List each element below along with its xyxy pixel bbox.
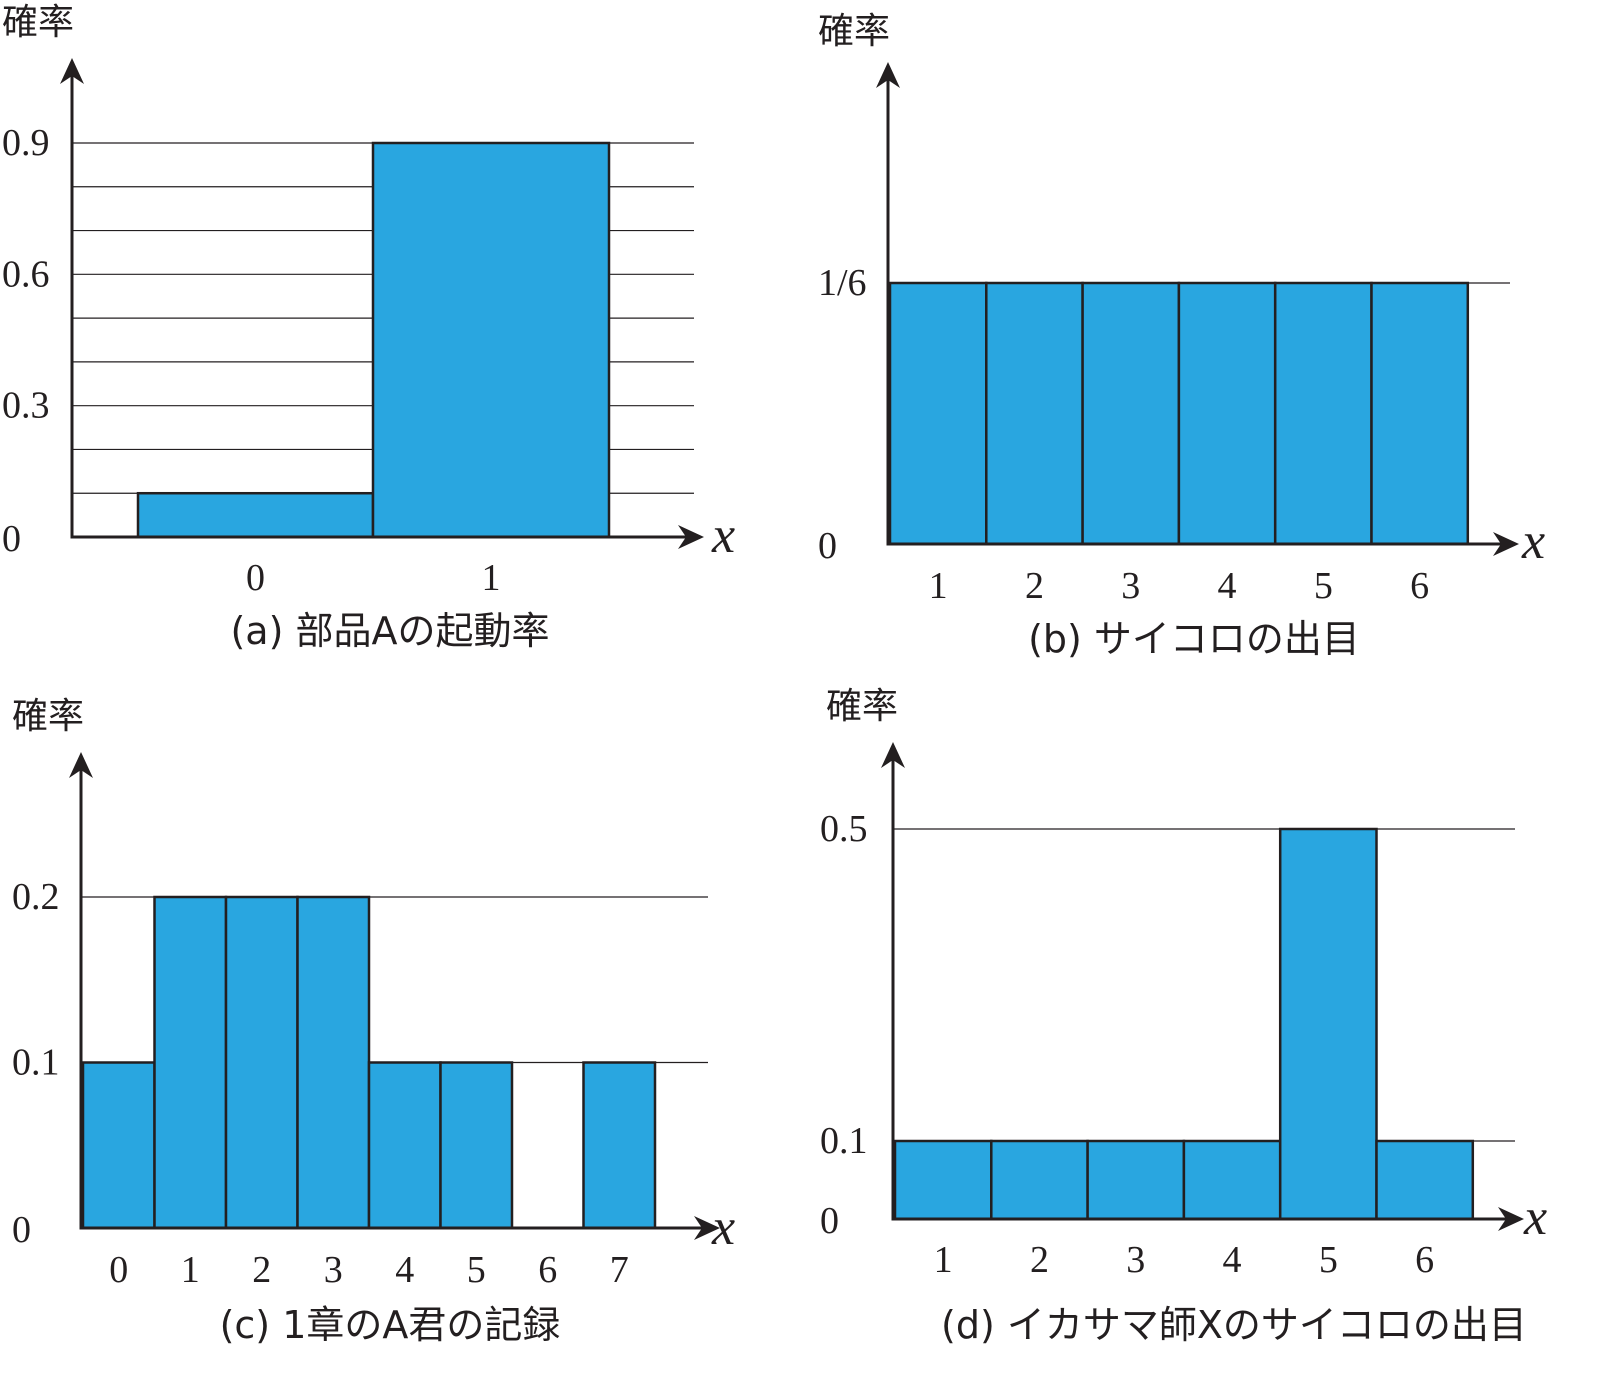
x-tick-label: 7 xyxy=(610,1249,629,1291)
y-axis-arrow xyxy=(60,58,84,84)
bar xyxy=(990,1139,1089,1221)
bar xyxy=(1370,281,1470,546)
x-axis-arrow xyxy=(678,525,704,549)
y-tick-label: 0.6 xyxy=(2,253,50,295)
x-tick-label: 3 xyxy=(1121,565,1140,607)
x-axis-label: x xyxy=(711,1199,735,1256)
x-tick-label: 1 xyxy=(934,1239,953,1281)
bar xyxy=(1278,827,1378,1221)
y-axis-label: 確率 xyxy=(2,2,74,43)
x-axis-label: x xyxy=(1523,1189,1547,1246)
x-tick-label: 3 xyxy=(324,1249,343,1291)
x-tick-label: 1 xyxy=(929,565,948,607)
y-axis-arrow xyxy=(881,742,905,768)
x-tick-label: 4 xyxy=(1218,565,1237,607)
bar xyxy=(893,1139,993,1221)
y-tick-label: 0.3 xyxy=(2,385,50,427)
x-axis-label: x xyxy=(711,507,735,564)
bar xyxy=(367,1061,442,1230)
chart-panel-c: 0 1 2 3 4 5 6 7 0 0.1 0.2 確率 x (c) 1章のA君の記録 xyxy=(12,696,735,1347)
bar xyxy=(1273,281,1373,546)
bar xyxy=(1086,1139,1186,1221)
y-tick-label: 0 xyxy=(12,1209,31,1251)
bar xyxy=(296,895,371,1230)
x-tick-label: 2 xyxy=(1030,1239,1049,1281)
x-tick-label: 4 xyxy=(1223,1239,1242,1281)
x-tick-label: 2 xyxy=(252,1249,271,1291)
bar xyxy=(582,1061,657,1230)
bar xyxy=(224,895,299,1230)
y-tick-label: 1/6 xyxy=(818,262,867,304)
chart-panel-d: 1 2 3 4 5 6 0 0.1 0.5 確率 x (d) イカサマ師Xのサイコロの出目 xyxy=(820,686,1547,1347)
y-axis-label: 確率 xyxy=(818,11,890,52)
y-tick-label: 0 xyxy=(2,518,21,560)
bar xyxy=(985,281,1084,546)
x-tick-label: 5 xyxy=(1319,1239,1338,1281)
x-tick-label: 2 xyxy=(1025,565,1044,607)
x-tick-label: 6 xyxy=(538,1249,557,1291)
axis-lines xyxy=(886,74,1505,546)
y-axis-arrow xyxy=(69,752,93,778)
chart-panel-b: 1 2 3 4 5 6 0 1/6 確率 x (b) サイコロの出目 xyxy=(818,11,1545,661)
x-tick-label: 6 xyxy=(1415,1239,1434,1281)
x-tick-label: 1 xyxy=(482,557,501,599)
y-tick-label: 0.1 xyxy=(820,1120,868,1162)
bar xyxy=(136,491,375,539)
y-tick-label: 0.1 xyxy=(12,1042,60,1084)
x-tick-label: 1 xyxy=(181,1249,200,1291)
x-tick-label: 0 xyxy=(109,1249,128,1291)
bar xyxy=(1177,281,1277,546)
y-tick-label: 0 xyxy=(820,1200,839,1242)
x-tick-label: 0 xyxy=(246,557,265,599)
bar xyxy=(888,281,988,546)
y-tick-label: 0.9 xyxy=(2,122,50,164)
x-axis-label: x xyxy=(1521,513,1545,570)
y-tick-label: 0.2 xyxy=(12,876,60,918)
axis-lines xyxy=(70,70,690,539)
bar xyxy=(439,1061,514,1230)
y-tick-label: 0.5 xyxy=(820,808,868,850)
bar xyxy=(1081,281,1181,546)
y-axis-arrow xyxy=(876,62,900,88)
chart-caption: (a) 部品Aの起動率 xyxy=(230,609,549,653)
chart-caption: (d) イカサマ師Xのサイコロの出目 xyxy=(941,1303,1527,1347)
bar xyxy=(153,895,228,1230)
bar xyxy=(81,1061,156,1230)
x-axis-arrow xyxy=(694,1216,720,1240)
y-axis-label: 確率 xyxy=(826,686,898,727)
chart-panel-a: 0 1 0 0.3 0.6 0.9 確率 x (a) 部品Aの起動率 xyxy=(2,2,735,653)
y-tick-label: 0 xyxy=(818,525,837,567)
x-tick-label: 5 xyxy=(1314,565,1333,607)
chart-caption: (c) 1章のA君の記録 xyxy=(220,1303,561,1347)
x-axis-arrow xyxy=(1493,532,1519,556)
x-tick-label: 6 xyxy=(1410,565,1429,607)
axis-lines xyxy=(79,764,706,1230)
x-tick-label: 4 xyxy=(395,1249,414,1291)
x-axis-arrow xyxy=(1498,1207,1524,1231)
x-tick-label: 5 xyxy=(467,1249,486,1291)
x-tick-label: 3 xyxy=(1126,1239,1145,1281)
bar xyxy=(1182,1139,1282,1221)
bar xyxy=(371,141,611,539)
axis-lines xyxy=(891,754,1510,1221)
bar xyxy=(1375,1139,1475,1221)
y-axis-label: 確率 xyxy=(12,696,84,737)
chart-caption: (b) サイコロの出目 xyxy=(1028,617,1360,661)
